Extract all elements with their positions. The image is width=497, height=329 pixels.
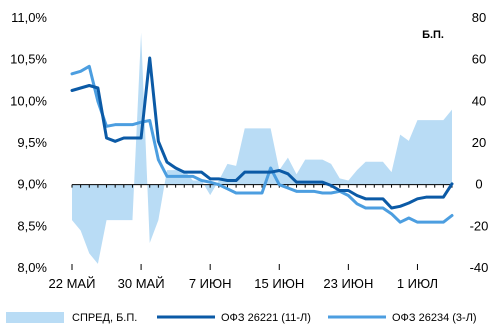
x-tick-label: 30 МАЙ [118,276,165,291]
spread-area-layer [72,32,452,264]
left-tick-label: 9,0% [17,177,47,192]
left-tick-label: 9,5% [17,135,47,150]
x-tick-label: 22 МАЙ [49,276,96,291]
right-tick-label: 0 [475,177,482,192]
left-axis-ticks: 8,0% 8,5% 9,0% 9,5% 10,0% 10,5% 11,0% [10,10,47,275]
right-tick-label: -20 [470,218,489,233]
series-line [70,64,454,224]
left-tick-label: 8,5% [17,218,47,233]
legend-label: ОФЗ 26234 (3-Л) [392,312,477,324]
left-tick-label: 10,0% [10,93,47,108]
legend: СПРЕД, Б.П. ОФЗ 26221 (11-Л) ОФЗ 26234 (3-… [6,312,477,324]
legend-label: ОФЗ 26221 (11-Л) [221,312,311,324]
spread-area [72,32,452,264]
legend-label: СПРЕД, Б.П. [72,312,137,324]
x-tick-label: 1 ИЮЛ [397,276,438,291]
x-tick-label: 23 ИЮН [323,276,373,291]
right-tick-label: 80 [472,10,486,25]
x-axis-ticks: 22 МАЙ 30 МАЙ 7 ИЮН 15 ИЮН 23 ИЮН 1 ИЮЛ [49,184,453,291]
left-tick-label: 10,5% [10,52,47,67]
right-axis-unit-label: Б.П. [422,29,444,41]
right-tick-label: 20 [472,135,486,150]
right-tick-label: 40 [472,93,486,108]
right-axis-ticks: -40 -20 0 20 40 60 80 [470,10,489,275]
left-tick-label: 8,0% [17,260,47,275]
right-tick-label: -40 [470,260,489,275]
x-tick-label: 15 ИЮН [254,276,304,291]
legend-swatch [6,312,64,323]
series-lines-layer [70,56,454,224]
right-tick-label: 60 [472,52,486,67]
x-tick-label: 7 ИЮН [189,276,232,291]
left-tick-label: 11,0% [11,10,47,25]
series-line [70,56,454,210]
